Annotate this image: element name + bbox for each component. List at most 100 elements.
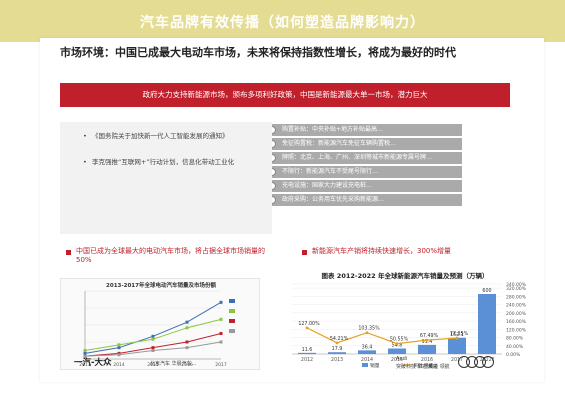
policy-item: 《国务院关于加快新一代人工智能发展的通知》 [83, 132, 242, 141]
data-point [151, 346, 155, 350]
bar [388, 348, 406, 354]
growth-point [425, 338, 429, 342]
benefit-text: 牌照：北京、上海、广州、深圳等城市新能源专属号牌… [282, 154, 433, 161]
y2-tick-label: 0.00% [506, 352, 521, 358]
footer-right-small: 突破科技 启迪未来 [396, 364, 438, 370]
top-title-bar: 汽车品牌有效传播（如何塑造品牌影响力） [0, 0, 565, 42]
bar-label: 91.4 [422, 339, 433, 345]
x-tick-label: 2016 [421, 357, 433, 363]
growth-label: 54.21% [330, 336, 349, 342]
data-point [83, 349, 87, 352]
benefit-item: 牌照：北京、上海、广州、深圳等城市新能源专属号牌… [272, 152, 462, 164]
bar [328, 352, 346, 354]
caption-bullet-icon [66, 250, 71, 255]
caption-right: 新能源汽车产销将持续快速增长，300%增量 [312, 247, 452, 255]
legend-swatch [362, 363, 368, 367]
growth-point [365, 331, 369, 335]
growth-label: 67.49% [420, 333, 439, 339]
benefit-text: 政府采购：公务用车优先采购新能源… [282, 196, 385, 203]
bar-label: 17.9 [332, 346, 343, 352]
growth-point [455, 336, 459, 340]
bullet-circle-icon [272, 196, 276, 204]
slide: 市场环境：中国已成最大电动车市场，未来将保持指数性增长，将成为最好的时代 政府大… [40, 38, 544, 382]
growth-label: 127.00% [298, 321, 320, 327]
data-point [151, 337, 155, 341]
x-tick-label: 2013 [331, 357, 343, 363]
y2-tick-label: 80.00% [506, 336, 524, 342]
y2-tick-label: 200.00% [506, 311, 527, 317]
caption-bullet-icon [302, 250, 307, 255]
slide-heading: 市场环境：中国已成最大电动车市场，未来将保持指数性增长，将成为最好的时代 [60, 46, 456, 59]
bullet-circle-icon [272, 126, 276, 134]
benefit-item: 不限行：新能源汽车不受尾号限行… [272, 166, 462, 178]
chart-right-plot: 0.00% 40.00% 80.00% 120.00% 160.00% 200.00% 24… [292, 282, 527, 369]
y2-tick-label: 340.00% [506, 282, 527, 288]
banner-text: 政府大力支持新能源市场，颁布多项利好政策，中国是新能源最大单一市场，潜力巨大 [142, 90, 428, 99]
data-point [185, 346, 189, 350]
bar [418, 344, 436, 354]
legend-label: 销量 [370, 362, 380, 369]
data-point [185, 340, 189, 344]
growth-label: 50.55% [390, 337, 409, 343]
data-point [185, 326, 189, 330]
growth-label: 103.35% [358, 326, 380, 332]
data-point [151, 334, 155, 338]
growth-point [395, 342, 399, 345]
caption-left: 中国已成为全球最大的电动汽车市场，将占据全球市场销量的50% [76, 247, 265, 264]
faw-vw-logo: 一汽-大众 [74, 358, 112, 368]
bullet-circle-icon [272, 182, 276, 190]
x-tick-label: 2012 [301, 357, 313, 363]
legend-swatch [229, 329, 235, 333]
data-point [117, 343, 121, 347]
legend-label: 同比增速 [414, 362, 433, 369]
y2-tick-label: 160.00% [506, 319, 527, 325]
benefit-item: 政府采购：公务用车优先采购新能源… [272, 194, 462, 206]
x-tick-label: 2014 [361, 357, 373, 363]
bar-label: 162.1 [450, 332, 464, 338]
growth-point [335, 341, 339, 345]
x-tick-label: 2013 [79, 362, 91, 368]
bar [478, 294, 496, 354]
x-tick-label: 2017 [215, 362, 227, 368]
bar-label: 54.8 [392, 343, 403, 349]
page-title: 汽车品牌有效传播（如何塑造品牌影响力） [140, 15, 425, 31]
bar [448, 337, 466, 354]
data-point [117, 346, 121, 350]
bar-label: 36.4 [362, 344, 373, 350]
data-point [83, 351, 87, 355]
y2-tick-label: 40.00% [506, 344, 524, 350]
y2-tick-label: 120.00% [506, 327, 527, 333]
audi-text: Audi [396, 356, 408, 362]
bar-label: 600 [482, 288, 491, 294]
growth-point [305, 326, 309, 330]
x-tick-label: 2016 [181, 362, 193, 368]
chart-left-title: 2013-2017年全球电动汽车销量及市场份额 [106, 283, 216, 289]
chart-right-title: 图表 2012-2022 年全球新能源汽车销量及预测（万辆） [321, 272, 489, 280]
bar-label: 11.6 [302, 347, 313, 353]
bullet-circle-icon [272, 154, 276, 162]
footer-left-small: 北京汽车 华晨汽车… [150, 361, 197, 367]
growth-label: 77.35% [450, 331, 469, 337]
legend-swatch [229, 319, 235, 323]
bar [358, 350, 376, 354]
benefit-text: 购置补贴：中央补贴+地方补贴最高… [282, 126, 384, 133]
bullet-circle-icon [272, 140, 276, 148]
data-point [219, 317, 223, 321]
y2-tick-label: 240.00% [506, 303, 527, 309]
bar [298, 352, 316, 354]
data-point [151, 349, 155, 352]
benefit-text: 免征购置税：新能源汽车免征车辆购置税… [282, 140, 397, 147]
policy-box: 《国务院关于加快新一代人工智能发展的通知》 李克强推“互联网+”行动计划，信息化… [60, 122, 272, 234]
benefit-item: 购置补贴：中央补贴+地方补贴最高… [272, 124, 462, 136]
x-tick-label: 2017 [451, 357, 463, 363]
legend-swatch [229, 299, 235, 303]
data-point [185, 320, 189, 324]
legend-swatch [229, 309, 235, 313]
policy-banner: 政府大力支持新能源市场，颁布多项利好政策，中国是新能源最大单一市场，潜力巨大 [60, 83, 510, 107]
benefit-item: 充电设施：国家大力建设充电桩… [272, 180, 462, 192]
policy-item: 李克强推“互联网+”行动计划，信息化带动工业化 [83, 158, 242, 167]
chart-left: 2013-2017年全球电动汽车销量及市场份额 2013 2014 2015 2016… [60, 278, 260, 370]
data-point [83, 354, 87, 358]
data-point [219, 300, 223, 304]
footer-right-brand: 奥迪 领航 [428, 364, 450, 370]
